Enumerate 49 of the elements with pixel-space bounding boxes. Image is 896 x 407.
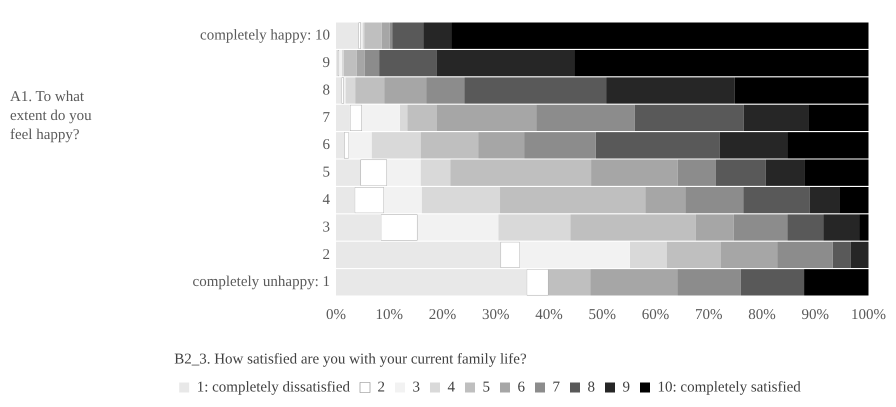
- bar: [464, 77, 607, 104]
- bar: [426, 77, 464, 104]
- legend-label: 10: completely satisfied: [658, 379, 802, 396]
- x-tick-label: 20%: [428, 306, 456, 323]
- legend-title: B2_3. How satisfied are you with your current family life?: [174, 351, 527, 368]
- y-tick-label: 8: [322, 82, 330, 98]
- x-tick-label: 60%: [642, 306, 670, 323]
- bar: [346, 77, 356, 104]
- legend-label: 9: [622, 379, 630, 396]
- legend-label: 8: [588, 379, 595, 396]
- x-tick-label: 30%: [482, 306, 510, 323]
- x-tick-label: 40%: [535, 306, 563, 323]
- y-tick-label: 7: [322, 110, 330, 126]
- bar: [384, 77, 427, 104]
- legend-label: 7: [552, 379, 560, 396]
- legend-label: 6: [518, 379, 526, 396]
- bar: [630, 242, 667, 268]
- legend-label: 5: [482, 379, 490, 396]
- x-tick-label: 50%: [588, 306, 616, 323]
- legend-label: 2: [378, 379, 385, 396]
- y-tick-label: 4: [322, 192, 330, 208]
- bar: [364, 22, 382, 49]
- x-tick-label: 90%: [802, 306, 829, 323]
- x-tick-label: 80%: [748, 306, 776, 323]
- y-tick-label: 2: [322, 246, 330, 263]
- bar: [590, 269, 678, 296]
- bar: [606, 77, 735, 104]
- legend-label: 4: [448, 379, 456, 396]
- legend-label: 1: completely dissatisfied: [196, 379, 350, 396]
- y-tick-label: completely happy: 10: [200, 28, 330, 44]
- bar: [548, 269, 591, 296]
- bar: [832, 242, 851, 268]
- x-tick-label: 0%: [326, 306, 346, 323]
- bar: [677, 269, 741, 296]
- y-tick-label: 5: [322, 164, 330, 181]
- x-tick-label: 70%: [695, 306, 722, 323]
- x-tick-label: 10%: [376, 306, 403, 323]
- bar: [364, 50, 380, 76]
- bar: [390, 22, 392, 49]
- y-tick-label: 6: [322, 137, 330, 154]
- text: A1. To what extent do you feel happy?: [10, 88, 93, 145]
- bar: [804, 269, 869, 296]
- y-tick-label: 3: [322, 219, 330, 236]
- y-tick-label: completely unhappy: 1: [192, 274, 330, 290]
- bar: [740, 269, 804, 296]
- y-tick-label: 9: [322, 55, 330, 72]
- legend-label: 3: [412, 379, 420, 396]
- x-tick-label: 100%: [851, 306, 886, 323]
- bar: [382, 22, 390, 49]
